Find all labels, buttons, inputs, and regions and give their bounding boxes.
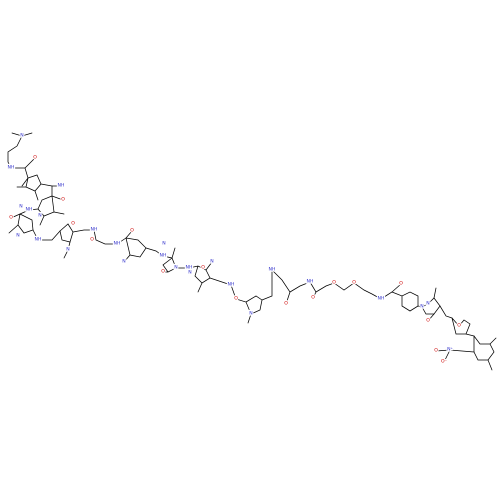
atom-label-o-furan: O — [457, 323, 461, 329]
bond-chain-53 — [473, 335, 495, 361]
atom-label-o-ether-1: O — [332, 280, 336, 286]
atom-label-o-nitro-2: O⁻ — [441, 359, 448, 365]
bond-chain-22 — [72, 229, 95, 233]
bond-chain-27 — [145, 247, 164, 257]
atom-label-n-amide-3: NH — [26, 207, 33, 213]
atom-label-n-pyrrole-1: N — [19, 204, 22, 210]
bond-chain-35 — [209, 277, 232, 286]
bond-chain-18 — [37, 230, 61, 241]
atom-label-n-amide-5: NH — [91, 227, 98, 233]
bond-chain-16 — [8, 224, 19, 234]
atom-label-o-amide-12: O — [399, 281, 403, 287]
atom-label-n-amide-11: NH — [307, 279, 314, 285]
bond-chain-40 — [271, 269, 291, 305]
atom-label-n-amide-4: NH — [35, 237, 42, 243]
bond-chain-55 — [487, 359, 493, 371]
atom-label-o-amide-1: O — [33, 155, 37, 161]
bond-chain-17 — [32, 229, 39, 241]
bond-chain-49 — [433, 287, 437, 299]
bond-chain-58 — [443, 349, 451, 363]
atom-label-o-amide-5: O — [90, 237, 94, 243]
bond-chain-10 — [37, 195, 55, 217]
atom-label-o-amide-4: O — [71, 221, 75, 227]
atom-label-o-amide-9: O — [234, 296, 238, 302]
atom-label-n-amide-10: NH — [269, 267, 276, 273]
atom-label-o-amide-2: O — [61, 197, 65, 203]
atom-label-o-amide-3: O — [9, 215, 13, 221]
atom-label-o-amide-6: O — [130, 228, 134, 234]
bond-chain-41 — [289, 281, 311, 293]
atom-label-n-pyrrole-6: N — [249, 311, 252, 317]
bond-chain-39 — [261, 269, 273, 301]
atom-label-n-imidazole-1b: N — [174, 265, 177, 271]
atom-label-n-amide-7: NH — [160, 253, 167, 259]
atom-label-n-imidazole-1: N — [162, 241, 165, 247]
bond-chain-15 — [17, 213, 34, 234]
bond-chain-52 — [465, 333, 475, 337]
atom-label-n-amide-9: NH — [228, 282, 235, 288]
atom-label-o-amide-8: O — [201, 265, 205, 271]
atom-label-o-amide-7: O — [161, 269, 165, 275]
bond-chain-46 — [417, 305, 423, 308]
atom-label-n-dimethylamine: N — [20, 133, 23, 139]
atom-label-n-amide-8: NH — [186, 265, 193, 271]
atom-label-n-imidazole-2b: N — [210, 259, 213, 265]
bond-chain-20 — [67, 241, 71, 251]
atom-label-n-amide-6: NH — [114, 241, 121, 247]
bond-chain-45 — [391, 291, 419, 312]
atom-label-o-amide-11: O — [311, 295, 315, 301]
bond-chain-29 — [171, 247, 176, 259]
atom-label-n-nitro: N⁺ — [447, 347, 453, 353]
bond-chain-43 — [315, 282, 382, 300]
bond-chain-23 — [93, 229, 118, 245]
atom-label-n-pyrrole-5: N — [122, 259, 125, 265]
atom-label-n-amide-1: NH — [8, 165, 15, 171]
bond-chain-21 — [63, 249, 69, 259]
atom-label-n-pyrrole-3: N — [16, 233, 19, 239]
bond-chain-28 — [162, 255, 177, 273]
atom-label-o-ether-2: O — [352, 280, 356, 286]
atom-label-n-pyrazolone-2: N — [426, 301, 429, 307]
bond-chain-5 — [25, 174, 42, 192]
atom-labels: NNHONNHONNHONNHONNHONHONNHNNONHNNONHONNH… — [6, 131, 462, 365]
atom-label-n-amide-2: NH — [58, 183, 65, 189]
bond-chain-12 — [53, 211, 65, 215]
atom-label-o-nitro-1: O — [434, 348, 438, 354]
bond-chain-34 — [197, 282, 203, 293]
bond-chain-51 — [451, 317, 471, 335]
bond-chain-7 — [34, 190, 39, 201]
bond-chain-3 — [10, 157, 36, 169]
bond-chain-56 — [449, 349, 475, 353]
atom-label-n-pyrazolone-1: N — [420, 304, 423, 310]
bond-chain-2 — [7, 135, 23, 169]
bond-chain-57 — [435, 349, 451, 352]
bond-chain-48 — [421, 306, 435, 315]
atom-label-n-amide-12: NH — [378, 296, 385, 302]
bond-chain-19 — [59, 223, 74, 243]
atom-label-o-amide-10: O — [284, 301, 288, 307]
bond-chain-26 — [123, 254, 131, 263]
bond-chain-25 — [125, 237, 147, 258]
bond-chain-11 — [39, 215, 45, 226]
bond-chain-47 — [421, 297, 441, 322]
bond-chain-33 — [205, 261, 213, 271]
bond-chain-36 — [230, 284, 252, 315]
atom-label-n-pyrrole-2: N — [38, 213, 41, 219]
atom-label-n-imidazole-2: N — [188, 270, 191, 276]
bond-chain-13 — [28, 208, 39, 211]
atom-label-o-pyrazolone: O — [426, 318, 430, 324]
atom-label-n-pyrrole-4: N — [66, 247, 69, 253]
bond-chain-50 — [439, 305, 453, 319]
bond-lines — [7, 132, 497, 371]
bond-chain-38 — [247, 313, 252, 324]
bond-chain-54 — [489, 337, 497, 345]
